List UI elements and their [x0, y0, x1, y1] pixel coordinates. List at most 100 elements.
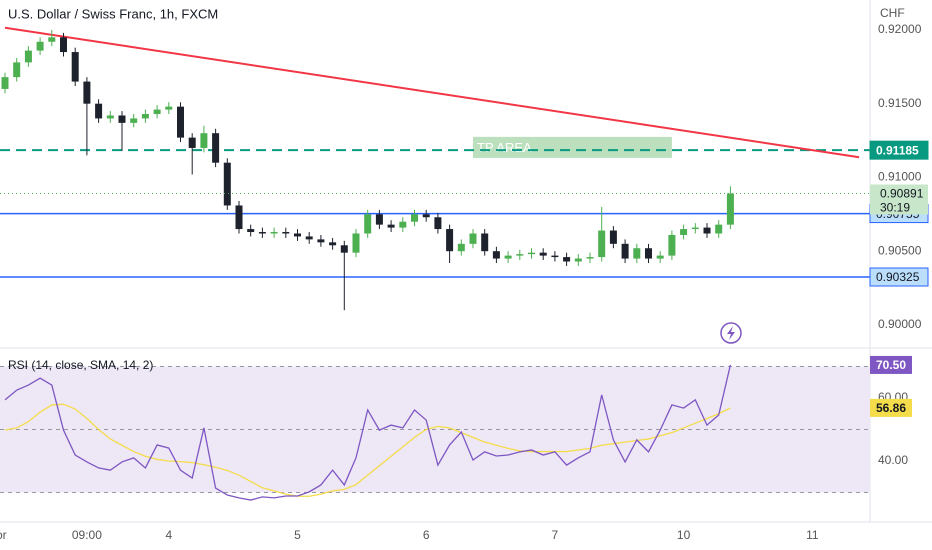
plot: 60.0040.0056.8670.500.920000.915000.9100…: [0, 22, 929, 542]
y-tick-label: 0.91500: [878, 96, 922, 110]
candle-body: [294, 233, 301, 237]
candle-body: [188, 137, 196, 148]
candle-body: [539, 252, 547, 256]
price-label: 0.91185: [876, 143, 919, 157]
candle-body: [387, 224, 395, 228]
candle-body: [563, 257, 571, 262]
y-tick-label: 0.92000: [878, 22, 922, 36]
candle-body: [528, 252, 535, 255]
candle-body: [726, 193, 734, 225]
candle-body: [36, 41, 44, 51]
price-label-box: [869, 140, 929, 160]
last-price-label: 0.90891: [880, 187, 924, 201]
candle-body: [598, 230, 606, 258]
currency-label: CHF: [880, 6, 905, 20]
candle-body: [48, 37, 56, 42]
tp-label: TP AREA: [477, 140, 532, 155]
candle-body: [13, 62, 21, 78]
candle-body: [247, 229, 255, 233]
price-label: 0.90325: [876, 270, 920, 284]
candle-body: [516, 254, 524, 256]
candle-body: [574, 258, 582, 262]
candle-body: [434, 217, 442, 230]
candle-body: [106, 115, 114, 119]
candle-body: [258, 232, 266, 234]
value-label-box: [870, 398, 912, 417]
candle-body: [703, 227, 711, 234]
candle-body: [223, 162, 231, 206]
rsi-title: RSI (14, close, SMA, 14, 2): [8, 358, 153, 372]
candle-body: [282, 232, 290, 234]
candle-body: [469, 233, 477, 244]
candle-body: [668, 234, 676, 256]
candle-body: [504, 255, 512, 259]
y-tick-label: 0.90000: [878, 317, 922, 331]
candle-body: [118, 115, 126, 123]
candle-body: [200, 133, 208, 148]
x-tick-label: 09:00: [72, 528, 102, 542]
candle-body: [375, 214, 383, 225]
candle-body: [212, 133, 220, 163]
rsi-line: [4, 403, 731, 497]
candle-body: [411, 214, 418, 222]
candle-body: [71, 52, 79, 82]
candle-body: [586, 257, 594, 259]
candle-body: [1, 77, 9, 89]
candle-body: [446, 229, 454, 252]
candle-body: [305, 236, 313, 240]
x-tick-label: 4: [165, 528, 172, 542]
x-tick-label: 10: [677, 528, 691, 542]
candle-body: [235, 205, 243, 230]
countdown-label: 30:19: [880, 201, 910, 215]
y-tick-label: 0.90500: [878, 243, 922, 257]
price-label-box: [869, 267, 929, 287]
candle-body: [715, 224, 723, 234]
candle-body: [177, 106, 184, 138]
candle-body: [645, 248, 652, 259]
candle-body: [352, 233, 360, 253]
alert-icon[interactable]: [720, 322, 742, 344]
candle-body: [340, 245, 348, 253]
x-tick-label: 11: [806, 528, 819, 542]
candle-body: [165, 106, 173, 110]
value-label: 70.50: [876, 358, 906, 372]
candle-body: [95, 103, 103, 119]
x-tick-label: 5: [294, 528, 301, 542]
candle-body: [492, 251, 500, 259]
x-tick-label: or: [0, 528, 7, 542]
candle-body: [691, 227, 699, 230]
candle-body: [609, 230, 617, 244]
x-tick-label: 6: [423, 528, 430, 542]
chart-title: U.S. Dollar / Swiss Franc, 1h, FXCM: [8, 6, 218, 21]
candle-body: [551, 255, 559, 258]
candle-body: [633, 248, 641, 259]
candle-body: [621, 243, 629, 259]
candle-body: [680, 229, 688, 235]
candle-body: [399, 221, 407, 228]
y-tick-label: 0.91000: [878, 170, 922, 184]
x-tick-label: 7: [552, 528, 559, 542]
last-price-box: [870, 184, 928, 215]
value-label: 56.86: [876, 401, 906, 415]
candle-body: [270, 232, 278, 234]
candle-body: [60, 37, 67, 53]
candle-body: [83, 81, 91, 104]
candle-body: [153, 109, 161, 115]
tp-area: [473, 136, 672, 158]
candle-body: [364, 214, 372, 234]
alert-bolt: [727, 326, 735, 340]
candle-body: [317, 239, 325, 243]
candle-body: [457, 243, 465, 252]
candle-body: [329, 242, 337, 246]
value-label-box: [870, 355, 912, 374]
trendline: [4, 26, 860, 159]
candle-body: [656, 255, 664, 259]
candle-body: [24, 50, 32, 63]
candle-body: [422, 214, 430, 218]
candle-body: [130, 118, 138, 123]
rsi-line: [4, 364, 732, 501]
y-tick-label: 40.00: [878, 453, 908, 467]
candle-body: [481, 233, 489, 252]
candle-body: [141, 114, 149, 119]
